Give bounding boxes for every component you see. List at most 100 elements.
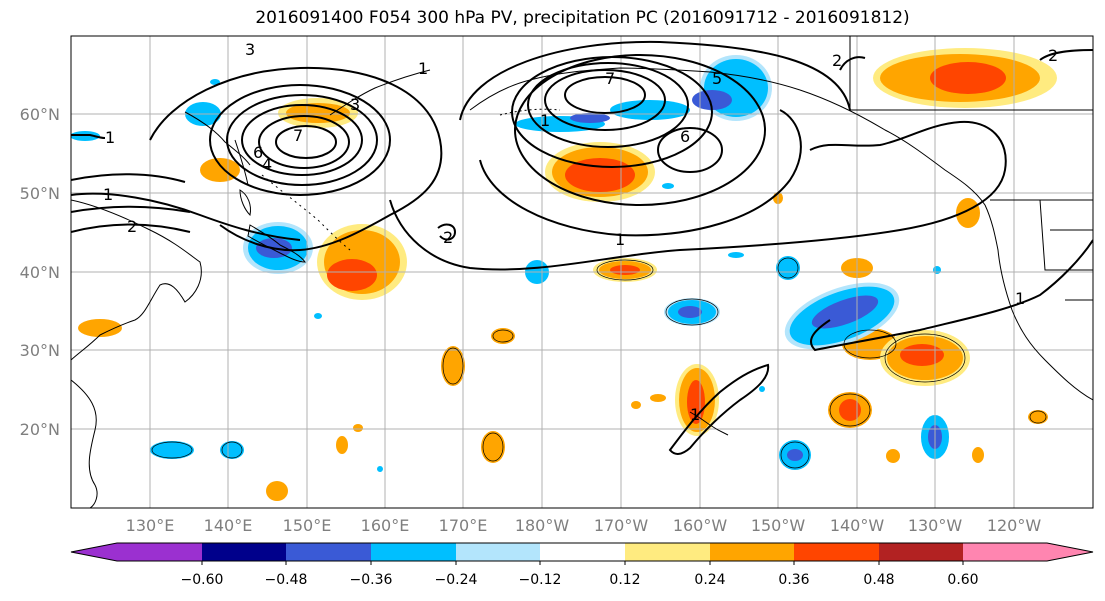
contour-label: 7 bbox=[293, 126, 303, 145]
contour-label: 1 bbox=[690, 405, 700, 424]
contour-label: 2 bbox=[1048, 46, 1058, 65]
precipitation-outlines bbox=[151, 257, 1047, 469]
anomaly-region bbox=[787, 449, 803, 461]
pv-contour bbox=[226, 94, 378, 186]
longitude-axis: 130°E 140°E 150°E 160°E 170°E 180°W 170°… bbox=[126, 516, 1042, 535]
contour-label: 3 bbox=[350, 95, 360, 114]
colorbar-segment bbox=[371, 543, 456, 561]
colorbar-tick-label: −0.12 bbox=[519, 572, 562, 588]
pv-contour bbox=[1039, 49, 1093, 61]
lon-label: 140°E bbox=[204, 516, 253, 535]
anomaly-region bbox=[610, 265, 640, 275]
colorbar-segment bbox=[456, 543, 540, 561]
colorbar-outline bbox=[70, 542, 1094, 562]
anomaly-region bbox=[78, 319, 122, 337]
anomaly-region bbox=[266, 481, 288, 501]
anomaly-region bbox=[678, 306, 702, 318]
anomaly-region bbox=[150, 441, 194, 459]
lon-label: 140°W bbox=[830, 516, 885, 535]
pv-contour bbox=[564, 76, 646, 114]
contour-label: 2 bbox=[127, 217, 137, 236]
anomaly-region bbox=[972, 447, 984, 463]
colorbar-segment bbox=[117, 543, 202, 561]
colorbar-segment bbox=[625, 543, 710, 561]
contour-label: 1 bbox=[1015, 289, 1025, 308]
lon-label: 170°W bbox=[594, 516, 649, 535]
pv-contour bbox=[71, 205, 191, 213]
colorbar-tick-label: 0.48 bbox=[863, 572, 894, 588]
lon-label: 160°W bbox=[673, 516, 728, 535]
pv-contour bbox=[275, 125, 337, 159]
anomaly-region bbox=[570, 113, 610, 123]
colorbar-tick-label: −0.24 bbox=[435, 572, 478, 588]
colorbar-tick-label: 0.36 bbox=[778, 572, 809, 588]
anomaly-region bbox=[441, 346, 465, 386]
pv-contour bbox=[258, 115, 350, 169]
contour-label: 3 bbox=[245, 40, 255, 59]
lon-label: 150°W bbox=[751, 516, 806, 535]
anomaly-region bbox=[314, 313, 322, 319]
anomaly-region bbox=[776, 256, 800, 280]
pv-contour bbox=[527, 62, 689, 148]
map-title: 2016091400 F054 300 hPa PV, precipitatio… bbox=[255, 8, 910, 28]
colorbar-segment bbox=[794, 543, 879, 561]
contour-label: 2 bbox=[443, 228, 453, 247]
anomaly-region bbox=[692, 90, 732, 110]
contour-label: 1 bbox=[105, 128, 115, 147]
lon-label: 130°W bbox=[908, 516, 963, 535]
contour-label: 1 bbox=[615, 230, 625, 249]
colorbar-segment bbox=[286, 543, 371, 561]
colorbar-tick-label: 0.24 bbox=[694, 572, 725, 588]
anomaly-region bbox=[286, 103, 350, 123]
lat-label: 60°N bbox=[20, 105, 60, 124]
contour-label: 6 bbox=[253, 143, 263, 162]
colorbar-tick-label: −0.48 bbox=[265, 572, 308, 588]
lon-label: 150°E bbox=[283, 516, 332, 535]
anomaly-region bbox=[220, 441, 244, 459]
pv-contour bbox=[479, 109, 802, 237]
anomaly-region bbox=[650, 394, 666, 402]
anomaly-region bbox=[210, 79, 220, 85]
anomaly-region bbox=[839, 399, 861, 421]
anomaly-region bbox=[930, 62, 1006, 94]
anomaly-region bbox=[200, 158, 240, 182]
contour-label: 1 bbox=[103, 185, 113, 204]
pv-contour bbox=[437, 223, 457, 241]
anomaly-region bbox=[728, 252, 744, 258]
contour-label: 1 bbox=[540, 111, 550, 130]
anomaly-region bbox=[481, 431, 505, 463]
anomaly-region bbox=[933, 266, 941, 274]
anomaly-region bbox=[662, 183, 674, 189]
anomaly-region bbox=[491, 328, 515, 344]
colorbar-extend-high bbox=[1047, 543, 1093, 561]
contour-label: 6 bbox=[680, 127, 690, 146]
colorbar-extend-low bbox=[71, 543, 117, 561]
latitude-axis: 60°N 50°N 40°N 30°N 20°N bbox=[20, 105, 60, 439]
lat-label: 30°N bbox=[20, 341, 60, 360]
pv-contour bbox=[668, 363, 770, 455]
lon-label: 180°W bbox=[515, 516, 570, 535]
pv-contour bbox=[209, 84, 391, 196]
lon-label: 130°E bbox=[126, 516, 175, 535]
lon-label: 160°E bbox=[361, 516, 410, 535]
anomaly-region bbox=[327, 259, 377, 291]
anomaly-region bbox=[886, 449, 900, 463]
pv-contour bbox=[71, 134, 106, 139]
pv-contour bbox=[71, 223, 191, 233]
anomaly-region bbox=[336, 436, 348, 454]
anomaly-region bbox=[900, 344, 944, 366]
lat-label: 40°N bbox=[20, 263, 60, 282]
anomaly-region bbox=[631, 401, 641, 409]
colorbar: −0.60 −0.48 −0.36 −0.24 −0.12 0.12 0.24 … bbox=[70, 542, 1094, 588]
pv-contour bbox=[241, 104, 363, 176]
anomaly-region bbox=[353, 424, 363, 432]
pv-contour bbox=[514, 54, 766, 206]
colorbar-segment bbox=[879, 543, 963, 561]
anomaly-region bbox=[610, 100, 690, 120]
pv-contour bbox=[810, 239, 1093, 352]
anomaly-region bbox=[377, 466, 383, 472]
colorbar-tick-label: 0.12 bbox=[609, 572, 640, 588]
contour-label: 5 bbox=[712, 69, 722, 88]
colorbar-tick-label: −0.60 bbox=[181, 572, 224, 588]
